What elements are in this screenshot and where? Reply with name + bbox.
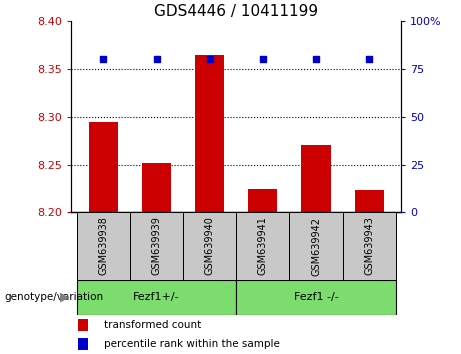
- Text: GSM639943: GSM639943: [364, 217, 374, 275]
- Bar: [195, 55, 225, 212]
- Point: [206, 57, 213, 62]
- Bar: [142, 163, 171, 212]
- Bar: [343, 212, 396, 280]
- Point: [259, 57, 266, 62]
- Bar: [77, 280, 236, 315]
- Bar: [130, 212, 183, 280]
- Text: GSM639942: GSM639942: [311, 217, 321, 275]
- Point: [100, 57, 107, 62]
- Bar: [236, 280, 396, 315]
- Bar: [78, 338, 88, 350]
- Text: Fezf1 -/-: Fezf1 -/-: [294, 292, 338, 302]
- Bar: [77, 212, 130, 280]
- Bar: [290, 212, 343, 280]
- Bar: [301, 145, 331, 212]
- Text: GSM639939: GSM639939: [152, 217, 161, 275]
- Text: GSM639941: GSM639941: [258, 217, 268, 275]
- Text: genotype/variation: genotype/variation: [5, 292, 104, 302]
- Bar: [236, 212, 290, 280]
- Text: Fezf1+/-: Fezf1+/-: [133, 292, 180, 302]
- Text: percentile rank within the sample: percentile rank within the sample: [104, 339, 280, 349]
- Bar: [89, 122, 118, 212]
- Point: [153, 57, 160, 62]
- Title: GDS4446 / 10411199: GDS4446 / 10411199: [154, 4, 319, 19]
- Point: [312, 57, 319, 62]
- Text: ▶: ▶: [59, 291, 69, 304]
- Bar: [355, 190, 384, 212]
- Bar: [78, 319, 88, 331]
- Bar: [248, 189, 278, 212]
- Bar: [183, 212, 236, 280]
- Text: GSM639938: GSM639938: [98, 217, 108, 275]
- Point: [366, 57, 373, 62]
- Text: transformed count: transformed count: [104, 320, 201, 330]
- Text: GSM639940: GSM639940: [205, 217, 215, 275]
